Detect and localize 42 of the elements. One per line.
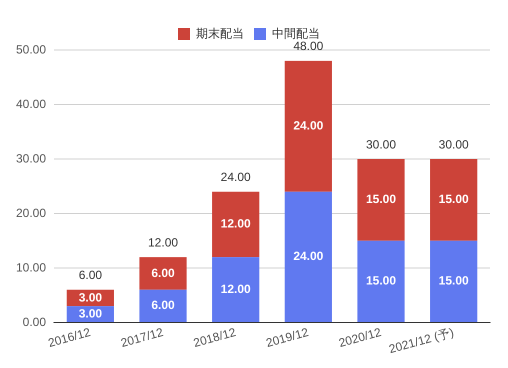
bar bbox=[284, 60, 332, 192]
total-label: 6.00 bbox=[78, 268, 102, 282]
y-tick-label: 0.00 bbox=[22, 314, 46, 329]
bar bbox=[284, 192, 332, 322]
y-tick-label: 40.00 bbox=[16, 96, 46, 111]
legend-label: 期末配当 bbox=[196, 26, 244, 40]
data-label: 15.00 bbox=[366, 192, 396, 206]
bar bbox=[430, 159, 478, 241]
total-label: 30.00 bbox=[438, 137, 470, 152]
x-tick-label: 2017/12 bbox=[119, 324, 166, 350]
bar bbox=[430, 240, 478, 322]
bar bbox=[212, 257, 260, 322]
data-label: 6.00 bbox=[151, 266, 176, 280]
bar bbox=[212, 192, 260, 258]
data-label: 24.00 bbox=[293, 118, 324, 133]
bar bbox=[139, 257, 187, 290]
data-label: 3.00 bbox=[78, 290, 102, 304]
y-tick-label: 10.00 bbox=[16, 260, 46, 274]
bar bbox=[357, 240, 405, 322]
total-label: 30.00 bbox=[366, 137, 396, 152]
x-tick-label: 2020/12 bbox=[337, 324, 383, 350]
legend-label: 中間配当 bbox=[272, 26, 320, 40]
data-label: 12.00 bbox=[220, 216, 252, 231]
total-label: 12.00 bbox=[148, 235, 178, 250]
data-label: 12.00 bbox=[220, 282, 252, 296]
total-label: 24.00 bbox=[220, 170, 252, 184]
data-label: 24.00 bbox=[293, 249, 324, 264]
total-label: 48.00 bbox=[293, 39, 324, 54]
data-label: 6.00 bbox=[151, 298, 176, 312]
x-tick-label: 2016/12 bbox=[46, 324, 92, 350]
data-label: 15.00 bbox=[366, 274, 396, 288]
x-tick-label: 2019/12 bbox=[264, 324, 310, 350]
y-tick-label: 30.00 bbox=[16, 151, 46, 166]
data-label: 15.00 bbox=[438, 274, 470, 288]
data-label: 3.00 bbox=[78, 306, 102, 320]
bar bbox=[139, 290, 187, 322]
bar bbox=[357, 159, 405, 241]
x-tick-label: 2021/12 (予) bbox=[387, 325, 456, 356]
data-label: 15.00 bbox=[438, 192, 470, 206]
x-tick-label: 2018/12 bbox=[192, 324, 238, 350]
y-tick-label: 20.00 bbox=[16, 206, 46, 220]
y-tick-label: 50.00 bbox=[16, 42, 46, 56]
